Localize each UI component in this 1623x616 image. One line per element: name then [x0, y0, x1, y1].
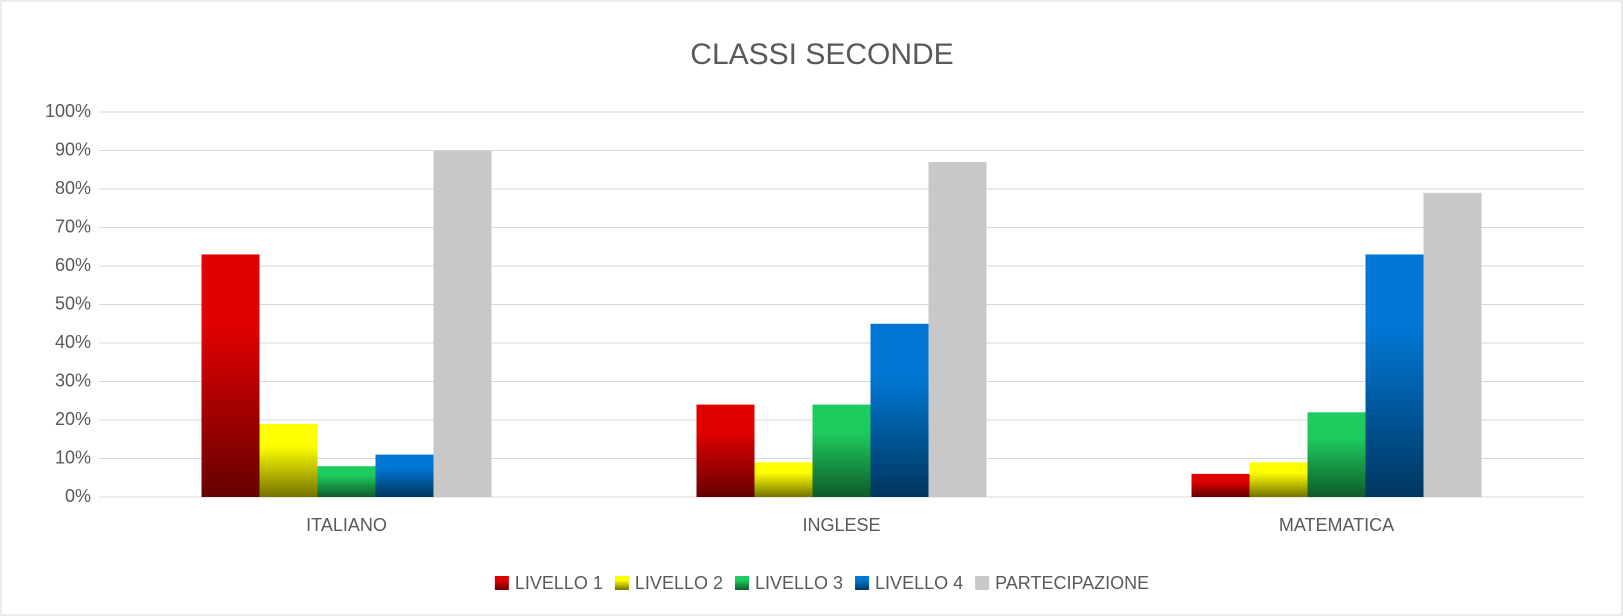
- x-tick-label: ITALIANO: [306, 515, 387, 535]
- y-tick-label: 30%: [55, 370, 91, 390]
- y-tick-label: 0%: [65, 486, 91, 506]
- legend-label: LIVELLO 4: [875, 573, 963, 593]
- bar: [1423, 192, 1482, 497]
- legend-label: LIVELLO 3: [755, 573, 843, 593]
- bar: [259, 423, 318, 497]
- bar: [754, 462, 813, 497]
- chart-title: CLASSI SECONDE: [690, 38, 953, 71]
- bar: [870, 323, 929, 497]
- y-tick-label: 80%: [55, 178, 91, 198]
- y-tick-label: 100%: [45, 101, 91, 121]
- y-tick-label: 60%: [55, 255, 91, 275]
- y-tick-label: 40%: [55, 332, 91, 352]
- bar: [433, 150, 492, 497]
- bar: [1365, 254, 1424, 497]
- bar: [1307, 412, 1366, 497]
- bar: [375, 454, 434, 497]
- x-tick-label: MATEMATICA: [1279, 515, 1394, 535]
- bar: [317, 466, 376, 497]
- legend-label: LIVELLO 1: [515, 573, 603, 593]
- bar: [1191, 473, 1250, 497]
- legend-label: LIVELLO 2: [635, 573, 723, 593]
- x-tick-label: INGLESE: [802, 515, 880, 535]
- y-tick-label: 50%: [55, 293, 91, 313]
- legend-label: PARTECIPAZIONE: [995, 573, 1149, 593]
- legend-swatch: [855, 576, 870, 590]
- legend-swatch: [614, 576, 629, 590]
- y-tick-label: 90%: [55, 139, 91, 159]
- bar: [1249, 462, 1308, 497]
- y-tick-label: 20%: [55, 409, 91, 429]
- legend-swatch: [494, 576, 509, 590]
- legend-swatch: [975, 576, 990, 590]
- bar: [812, 404, 871, 497]
- legend-swatch: [734, 576, 749, 590]
- y-tick-label: 10%: [55, 447, 91, 467]
- bar: [928, 162, 987, 498]
- bar: [696, 404, 755, 497]
- bar: [201, 254, 260, 497]
- y-tick-label: 70%: [55, 216, 91, 236]
